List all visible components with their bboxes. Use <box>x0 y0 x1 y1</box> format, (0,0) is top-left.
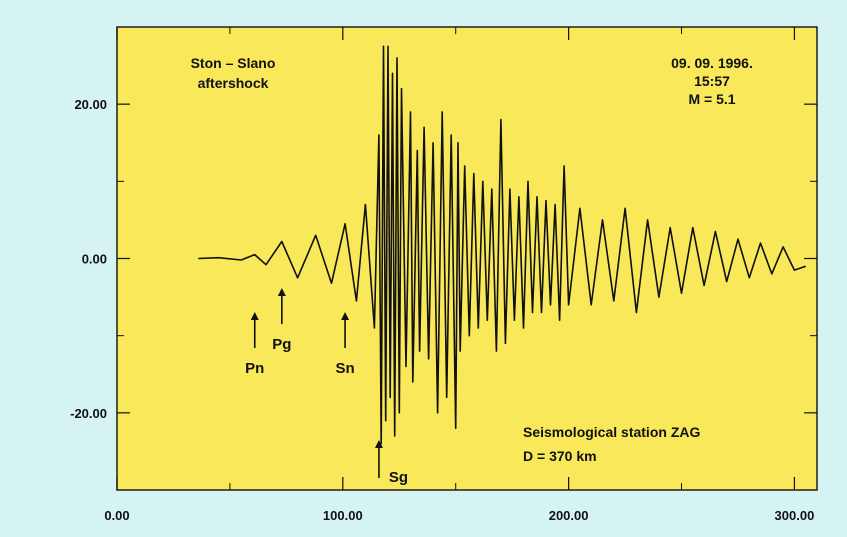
x-tick-label: 100.00 <box>323 508 363 523</box>
event-info-line: 15:57 <box>694 73 730 89</box>
x-tick-label: 0.00 <box>104 508 129 523</box>
trace-layer <box>198 45 806 445</box>
phase-label: Sg <box>389 469 408 486</box>
phase-arrow-head <box>374 440 383 448</box>
x-tick-label: 300.00 <box>775 508 815 523</box>
station-info-line: D = 370 km <box>523 448 597 464</box>
phase-label: Pg <box>272 336 291 353</box>
station-info-line: Seismological station ZAG <box>523 424 700 440</box>
event-name-line: aftershock <box>198 75 269 91</box>
y-tick-label: 0.00 <box>82 252 107 267</box>
phase-arrow-head <box>250 312 259 320</box>
phase-label: Pn <box>245 360 264 377</box>
seismogram-trace <box>198 45 806 445</box>
axes-layer: 0.00 100.00 200.00 300.00 -20.00 0.00 20.00 <box>70 26 818 523</box>
event-name-line: Ston – Slano <box>191 55 276 71</box>
annotation-layer: Ston – Slano aftershock 09. 09. 1996. 15:57… <box>191 55 753 486</box>
y-tick-label: -20.00 <box>70 406 107 421</box>
event-info-line: 09. 09. 1996. <box>671 55 753 71</box>
y-tick-label: 20.00 <box>74 97 107 112</box>
phase-arrow-head <box>277 288 286 296</box>
phase-label: Sn <box>335 360 354 377</box>
event-info-line: M = 5.1 <box>688 91 735 107</box>
phase-arrow-head <box>341 312 350 320</box>
x-tick-label: 200.00 <box>549 508 589 523</box>
